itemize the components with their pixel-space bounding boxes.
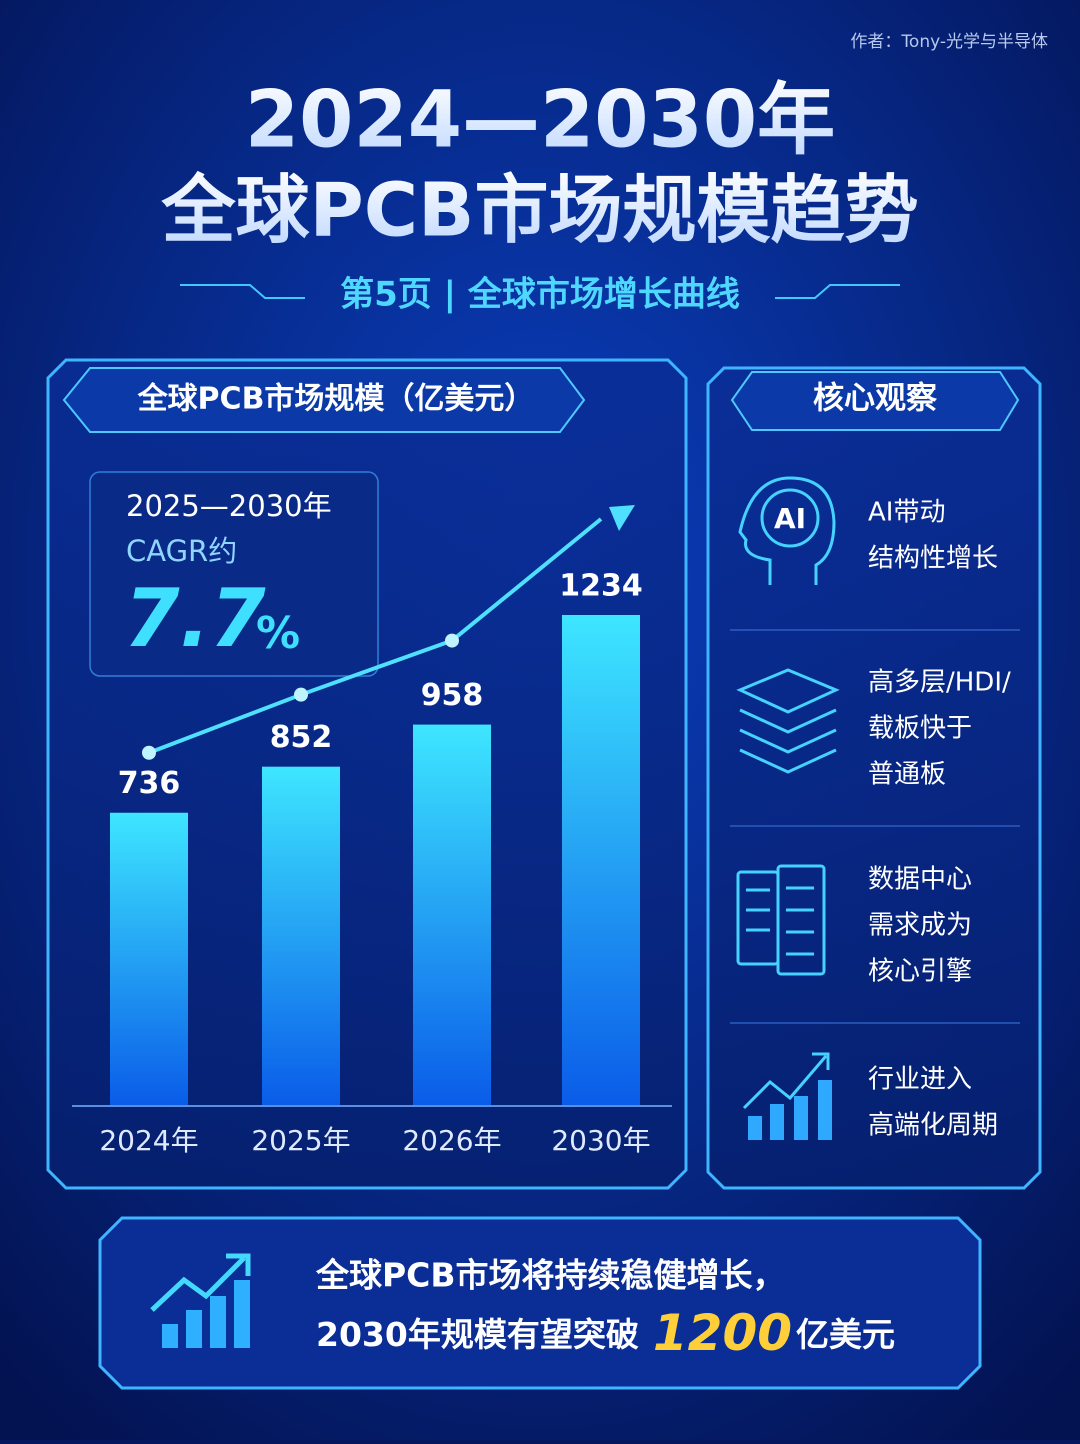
trend-point: [445, 633, 459, 648]
bar: [262, 766, 340, 1105]
value-label: 1234: [559, 569, 643, 604]
bar-chart: 736 2024年 852 2025年 958 2026年 1234 2030年: [99, 505, 651, 1157]
x-tick-label: 2030年: [551, 1124, 650, 1157]
insight-list: AI带动结构性增长高多层/HDI/载板快于普通板数据中心需求成为核心引擎行业进入…: [868, 498, 1011, 1141]
insight-text: 结构性增长: [868, 544, 998, 574]
trend-point: [142, 745, 156, 760]
bar: [110, 812, 188, 1105]
banner: [98, 1216, 982, 1390]
cagr-box: [89, 471, 379, 677]
chart-title: 全球PCB市场规模（亿美元）: [137, 382, 535, 417]
author: 作者：Tony-光学与半导体: [850, 32, 1048, 52]
bar: [562, 615, 640, 1105]
insight-text: 高端化周期: [868, 1111, 998, 1141]
chart-tab: [62, 367, 586, 433]
x-tick-label: 2025年: [251, 1124, 350, 1157]
separators: [730, 629, 1020, 1024]
trend-point: [294, 687, 308, 702]
banner-icon: [150, 1253, 251, 1348]
insight-panel: [706, 366, 1042, 1190]
bar: [413, 724, 491, 1105]
x-tick-label: 2026年: [402, 1124, 501, 1157]
x-tick-label: 2024年: [99, 1124, 198, 1157]
insight-text: 高多层/HDI/: [868, 668, 1011, 698]
banner-line2: 2030年规模有望突破 1200 亿美元: [316, 1304, 895, 1362]
cagr-unit: %: [256, 608, 300, 659]
trend-line: [148, 517, 603, 755]
subtitle-decor: [180, 284, 900, 299]
value-label: 958: [421, 678, 484, 713]
subtitle: 第5页 | 全球市场增长曲线: [340, 275, 740, 315]
banner-highlight: 1200: [653, 1304, 792, 1362]
cagr-label: CAGR约: [126, 534, 237, 568]
cagr-value: 7.7: [124, 572, 266, 665]
icon-bars: [748, 1080, 832, 1140]
insight-tab: [730, 371, 1020, 431]
insight-text: 需求成为: [868, 911, 972, 941]
svg-text:AI: AI: [774, 502, 806, 535]
cagr-label: 2025—2030年: [126, 489, 332, 523]
insight-title: 核心观察: [813, 381, 938, 417]
icons: AI: [736, 476, 840, 1110]
banner-suffix: 亿美元: [796, 1315, 895, 1354]
banner-line1: 全球PCB市场将持续稳健增长，: [315, 1256, 786, 1295]
banner-prefix: 2030年规模有望突破: [316, 1315, 639, 1354]
title-line1: 2024—2030年: [245, 75, 835, 165]
insight-text: AI带动: [868, 498, 945, 528]
title-line2: 全球PCB市场规模趋势: [161, 168, 919, 254]
insight-text: 普通板: [868, 760, 946, 790]
insight-text: 数据中心: [868, 865, 972, 895]
value-label: 736: [118, 766, 181, 801]
insight-text: 核心引擎: [868, 957, 972, 987]
trend-arrow: [609, 505, 635, 531]
value-label: 852: [270, 720, 333, 755]
insight-text: 载板快于: [868, 714, 972, 744]
insight-text: 行业进入: [868, 1065, 972, 1095]
